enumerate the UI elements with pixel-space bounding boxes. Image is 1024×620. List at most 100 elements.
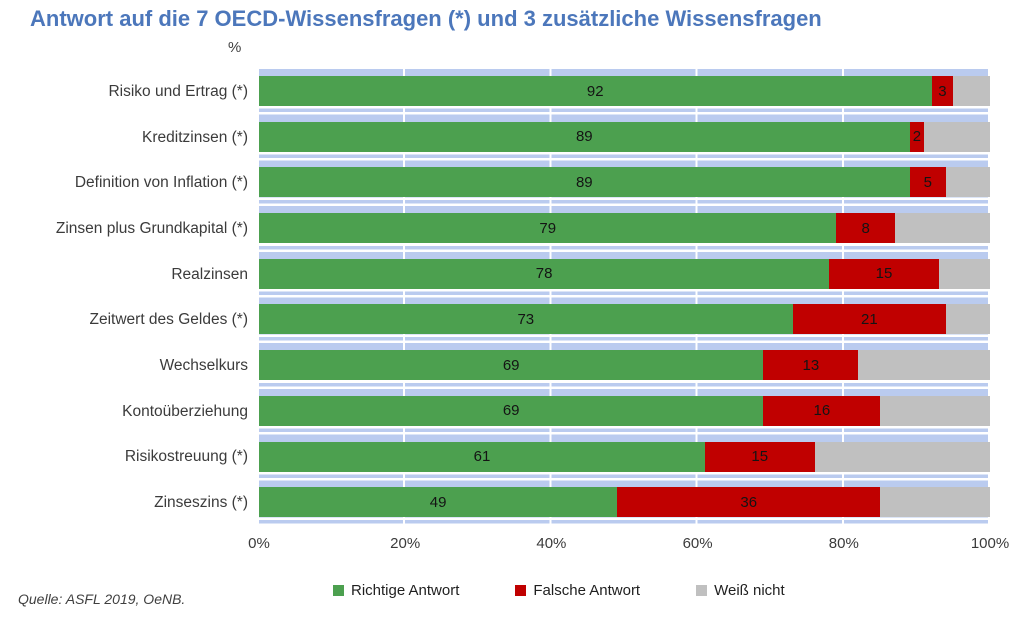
segment-richtige-antwort: 69	[259, 395, 764, 426]
data-label: 15	[751, 448, 769, 465]
segment-wei-nicht	[924, 121, 990, 152]
segment-richtige-antwort: 78	[259, 258, 830, 289]
segment-wei-nicht	[946, 167, 990, 198]
category-label-risikostreuung: Risikostreuung (*)	[124, 448, 248, 466]
legend-item-wei-nicht: Weiß nicht	[696, 582, 785, 599]
stacked-bar-risiko-und-ertrag: 92 3	[259, 76, 990, 106]
bar-row-realzinsen: 78 15	[259, 252, 990, 298]
data-label: 89	[575, 173, 593, 191]
segment-richtige-antwort: 73	[259, 304, 793, 335]
data-label: 36	[740, 493, 758, 511]
bar-row-risiko-und-ertrag: 92 3	[259, 69, 990, 115]
stacked-bar-wechselkurs: 69 13	[259, 350, 990, 381]
segment-richtige-antwort: 61	[259, 441, 705, 472]
segment-wei-nicht	[946, 304, 990, 335]
segment-richtige-antwort: 92	[259, 76, 932, 106]
segment-richtige-antwort: 79	[259, 213, 837, 244]
data-label: 49	[429, 493, 447, 511]
data-label: 89	[575, 128, 593, 146]
segment-richtige-antwort: 49	[259, 487, 618, 518]
data-label: 8	[861, 219, 870, 237]
segment-falsche-antwort: 2	[909, 121, 925, 152]
data-label: 78	[535, 265, 553, 283]
category-label-kreditzinsen: Kreditzinsen (*)	[142, 128, 248, 146]
data-label: 13	[802, 356, 820, 374]
segment-falsche-antwort: 36	[617, 487, 881, 518]
bar-row-zinsen-plus-grundkapital: 79 8	[259, 206, 990, 252]
x-tick-0: 0%	[248, 535, 270, 552]
data-label: 21	[861, 310, 878, 328]
bar-row-zeitwert-des-geldes: 73 21	[259, 297, 990, 343]
data-label: 15	[875, 265, 893, 283]
data-label: 79	[539, 219, 557, 237]
category-label-wechselkurs: Wechselkurs	[159, 356, 248, 374]
x-axis-tick-labels: 0% 20% 40% 60% 80% 100%	[248, 535, 1009, 555]
data-label: 5	[923, 173, 933, 191]
stacked-bar-zeitwert-des-geldes: 73 21	[259, 304, 990, 335]
legend-label-richtige-antwort: Richtige Antwort	[351, 582, 460, 599]
legend-item-richtige-antwort: Richtige Antwort	[333, 582, 459, 599]
segment-richtige-antwort: 89	[259, 121, 910, 152]
category-label-zinseszins: Zinseszins (*)	[154, 494, 248, 512]
x-tick-40: 40%	[536, 535, 567, 552]
stacked-bar-risikostreuung: 61 15	[259, 441, 990, 472]
stacked-bar-zinsen-plus-grundkapital: 79 8	[259, 213, 990, 244]
data-label: 16	[813, 402, 831, 420]
data-label: 3	[938, 82, 947, 100]
category-axis-labels: Risiko und Ertrag (*) Kreditzinsen (*) Def…	[0, 69, 249, 526]
bar-row-wechselkurs: 69 13	[259, 343, 990, 389]
bar-row-kreditzinsen: 89 2	[259, 115, 990, 161]
stacked-bar-realzinsen: 78 15	[259, 258, 990, 289]
data-label: 92	[586, 82, 604, 100]
x-tick-60: 60%	[682, 535, 713, 552]
data-label: 73	[517, 310, 535, 328]
bar-row-konto-berziehung: 69 16	[259, 389, 990, 435]
legend-swatch-falsche-antwort	[515, 585, 527, 596]
chart-legend: Richtige Antwort Falsche Antwort Weiß nich…	[333, 582, 785, 599]
data-label: 2	[912, 128, 922, 146]
plot-area: 92 3 89 2 89 5 79 8 78 15 73 21 69 13 69 16 61 15 49 36	[259, 69, 990, 526]
segment-falsche-antwort: 3	[931, 76, 954, 106]
legend-item-falsche-antwort: Falsche Antwort	[515, 582, 640, 599]
legend-label-wei-nicht: Weiß nicht	[714, 582, 785, 599]
segment-falsche-antwort: 13	[763, 350, 859, 381]
stacked-bar-zinseszins: 49 36	[259, 487, 990, 518]
stacked-bar-konto-berziehung: 69 16	[259, 395, 990, 426]
segment-falsche-antwort: 21	[792, 304, 947, 335]
data-label: 61	[473, 448, 491, 465]
segment-richtige-antwort: 89	[259, 167, 910, 198]
chart-title: Antwort auf die 7 OECD-Wissensfragen (*)…	[30, 6, 822, 31]
stacked-bar-kreditzinsen: 89 2	[259, 121, 990, 152]
category-label-zeitwert-des-geldes: Zeitwert des Geldes (*)	[89, 311, 249, 329]
x-tick-20: 20%	[390, 535, 421, 552]
segment-wei-nicht	[880, 395, 990, 426]
segment-wei-nicht	[953, 76, 990, 106]
segment-wei-nicht	[880, 487, 990, 518]
segment-falsche-antwort: 5	[909, 167, 947, 198]
bar-row-zinseszins: 49 36	[259, 480, 990, 526]
segment-wei-nicht	[894, 213, 990, 244]
category-label-risiko-und-ertrag: Risiko und Ertrag (*)	[108, 82, 248, 100]
category-label-konto-berziehung: Kontoüberziehung	[122, 402, 248, 420]
source-note: Quelle: ASFL 2019, OeNB.	[18, 591, 186, 607]
bar-row-definition-von-inflation: 89 5	[259, 160, 990, 206]
segment-falsche-antwort: 15	[829, 258, 939, 289]
segment-falsche-antwort: 8	[836, 213, 895, 244]
segment-wei-nicht	[938, 258, 990, 289]
legend-swatch-richtige-antwort	[333, 585, 344, 596]
legend-swatch-wei-nicht	[696, 585, 708, 596]
segment-wei-nicht	[858, 350, 990, 381]
data-label: 69	[502, 356, 520, 374]
category-label-realzinsen: Realzinsen	[171, 265, 248, 283]
stacked-bar-definition-von-inflation: 89 5	[259, 167, 990, 198]
axis-unit-label: %	[228, 39, 242, 56]
data-label: 69	[502, 402, 520, 420]
bar-row-risikostreuung: 61 15	[259, 435, 990, 481]
category-label-definition-von-inflation: Definition von Inflation (*)	[74, 174, 248, 192]
segment-richtige-antwort: 69	[259, 350, 764, 381]
segment-falsche-antwort: 16	[763, 395, 881, 426]
segment-wei-nicht	[814, 441, 990, 472]
x-tick-80: 80%	[828, 535, 859, 552]
x-tick-100: 100%	[970, 535, 1010, 552]
segment-falsche-antwort: 15	[704, 441, 815, 472]
